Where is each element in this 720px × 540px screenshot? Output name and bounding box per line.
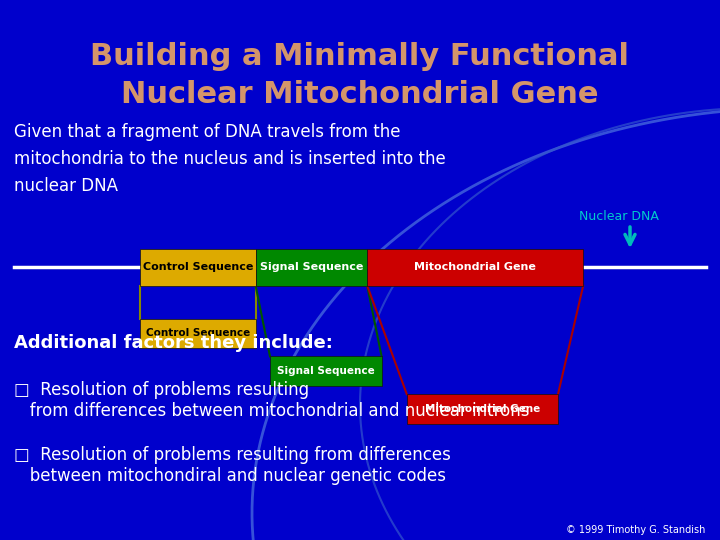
Text: Given that a fragment of DNA travels from the: Given that a fragment of DNA travels fro…: [14, 123, 401, 141]
Bar: [270, 356, 382, 386]
Bar: [407, 394, 558, 424]
Text: Mitochondrial Gene: Mitochondrial Gene: [414, 262, 536, 272]
Text: nuclear DNA: nuclear DNA: [14, 177, 118, 195]
Bar: [140, 319, 256, 348]
Text: Building a Minimally Functional: Building a Minimally Functional: [91, 42, 629, 71]
Bar: [256, 249, 367, 286]
Text: Nuclear Mitochondrial Gene: Nuclear Mitochondrial Gene: [121, 80, 599, 109]
Text: from differences between mitochondrial and nuclear introns: from differences between mitochondrial a…: [14, 402, 530, 420]
Text: Signal Sequence: Signal Sequence: [277, 366, 374, 376]
Text: between mitochondiral and nuclear genetic codes: between mitochondiral and nuclear geneti…: [14, 467, 446, 485]
Text: Control Sequence: Control Sequence: [143, 262, 253, 272]
Bar: [140, 249, 256, 286]
Text: □  Resolution of problems resulting: □ Resolution of problems resulting: [14, 381, 310, 399]
Text: Signal Sequence: Signal Sequence: [260, 262, 363, 272]
Text: Nuclear DNA: Nuclear DNA: [580, 210, 659, 222]
Bar: [367, 249, 583, 286]
Text: Control Sequence: Control Sequence: [146, 328, 250, 339]
Text: Mitochondrial Gene: Mitochondrial Gene: [425, 404, 540, 414]
Text: □  Resolution of problems resulting from differences: □ Resolution of problems resulting from …: [14, 446, 451, 463]
Text: © 1999 Timothy G. Standish: © 1999 Timothy G. Standish: [566, 524, 706, 535]
Text: mitochondria to the nucleus and is inserted into the: mitochondria to the nucleus and is inser…: [14, 150, 446, 168]
Text: Additional factors they include:: Additional factors they include:: [14, 334, 333, 352]
